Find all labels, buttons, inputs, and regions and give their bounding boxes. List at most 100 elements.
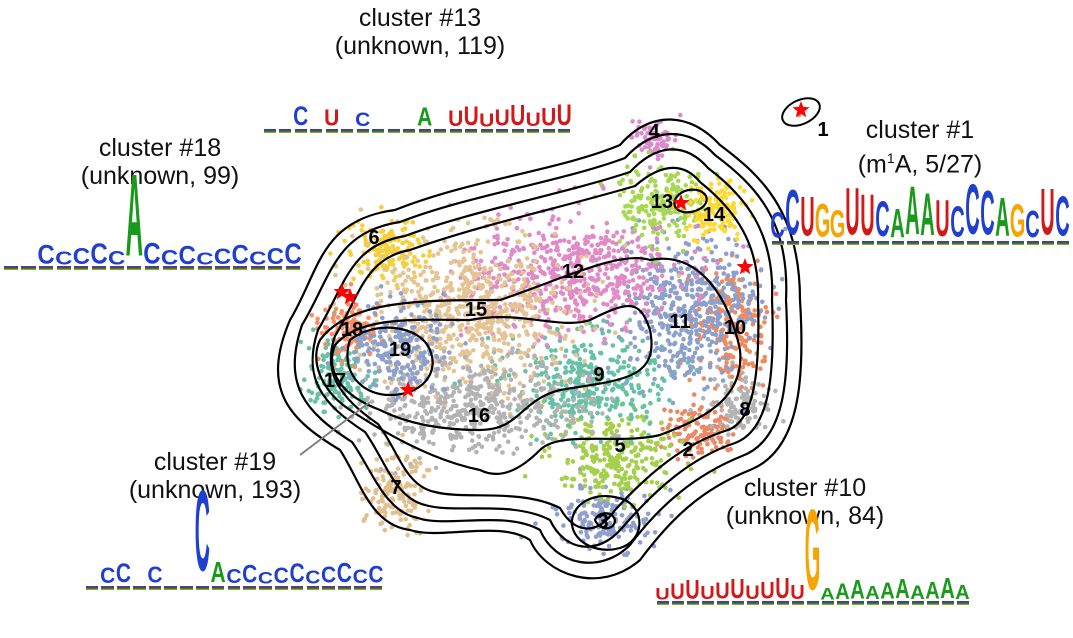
cluster-12-point (601, 288, 607, 293)
cluster-16-point (419, 414, 425, 420)
cluster-8-point (752, 398, 758, 404)
cluster-2-point (683, 453, 689, 459)
cluster-15-point (475, 238, 480, 243)
cluster-17-point (336, 414, 342, 420)
cluster-9-point (655, 383, 661, 389)
cluster-12-point (544, 342, 550, 348)
cluster-17-point (308, 397, 313, 403)
cluster-6-point (373, 252, 379, 258)
cluster-5-point (659, 436, 664, 442)
cluster-11-point (655, 239, 660, 245)
cluster-15-point (464, 348, 470, 354)
cluster-5-point (617, 481, 623, 487)
cluster-14-point (731, 205, 736, 210)
cluster-12-point (542, 258, 548, 264)
cluster-19-subtitle: (unknown, 193) (128, 476, 302, 504)
cluster-9-point (652, 360, 658, 366)
cluster-5-point (565, 460, 570, 466)
cluster-11-point (638, 325, 644, 331)
cluster-11-point (667, 293, 672, 299)
logo-column: C (1025, 207, 1040, 245)
cluster-2-point (712, 440, 717, 446)
logo-column (131, 586, 147, 590)
cluster-15-point (464, 267, 470, 273)
logo-noise (227, 586, 241, 590)
cluster-12-point (601, 301, 606, 307)
logo-base-U: U (700, 583, 715, 604)
cluster-12-point (495, 236, 500, 241)
cluster-16-point (417, 455, 422, 461)
logo-base-U: U (494, 105, 510, 132)
cluster-12-point (526, 271, 531, 277)
cluster-19-point (434, 326, 440, 332)
cluster-18-point (349, 309, 355, 315)
cluster-18-point (323, 342, 328, 347)
cluster-12-point (571, 245, 576, 251)
logo-column: C (249, 247, 267, 270)
cluster-9-point (659, 386, 664, 392)
cluster-2-point (675, 448, 680, 453)
cluster-16-point (397, 381, 403, 386)
cluster-12-point (607, 322, 613, 328)
cluster-15-point (430, 277, 436, 283)
cluster-15-point (445, 275, 450, 280)
cluster-15-point (522, 296, 527, 302)
cluster-15-point (483, 330, 488, 336)
cluster-16-point (534, 365, 540, 370)
cluster-18-point (324, 325, 330, 331)
cluster-6-point (356, 263, 361, 268)
cluster-9-point (606, 329, 612, 334)
logo-noise (786, 241, 799, 245)
cluster-14-point (737, 185, 743, 190)
logo-column: U (775, 575, 790, 605)
cluster-9-point (485, 335, 491, 341)
cluster-11-point (625, 284, 631, 289)
cluster-13-point (651, 217, 657, 223)
cluster-15-point (433, 394, 439, 400)
cluster-15-point (471, 255, 476, 261)
cluster-11-point (730, 251, 735, 256)
cluster-11-point (682, 287, 688, 292)
cluster-2-point (713, 445, 719, 450)
cluster-15-point (442, 239, 447, 244)
cluster-1-annotation: cluster #1 (m1A, 5/27) (820, 116, 1020, 178)
cluster-15-point (529, 322, 534, 328)
cluster-15-point (468, 303, 474, 308)
cluster-15-point (458, 327, 464, 333)
cluster-10-point (760, 359, 765, 364)
logo-noise (127, 266, 142, 270)
logo-base-U: U (760, 578, 775, 605)
cluster-5-point (546, 445, 552, 450)
logo-base-C: C (355, 109, 371, 132)
cluster-8-point (718, 421, 723, 427)
logo-column: U (464, 104, 480, 133)
reference-star (333, 283, 351, 300)
cluster-12-point (511, 322, 516, 328)
cluster-11-point (666, 246, 672, 251)
cluster-5-point (591, 459, 597, 464)
cluster-number-1: 1 (817, 119, 828, 141)
cluster-16-point (385, 403, 390, 409)
cluster-16-point (465, 366, 471, 372)
cluster-8-point (730, 360, 735, 365)
cluster-15-point (526, 264, 531, 270)
cluster-6-point (421, 253, 426, 258)
logo-column: G (1010, 200, 1026, 246)
cluster-14-point (720, 188, 725, 193)
cluster-9-point (596, 404, 602, 409)
cluster-12-point (540, 270, 545, 276)
cluster-15-point (465, 240, 471, 246)
logo-noise (981, 241, 994, 245)
cluster-16-point (464, 411, 469, 417)
logo-noise (846, 241, 859, 245)
logo-column: U (730, 576, 745, 605)
cluster-16-point (518, 420, 523, 425)
cluster-9-point (557, 360, 563, 366)
cluster-13-point (647, 244, 653, 249)
cluster-13-point (617, 192, 623, 198)
cluster-5-point (649, 461, 655, 466)
cluster-16-point (442, 374, 448, 380)
cluster-11-point (709, 237, 714, 243)
cluster-12-point (629, 239, 635, 245)
logo-base-G: G (829, 204, 846, 247)
